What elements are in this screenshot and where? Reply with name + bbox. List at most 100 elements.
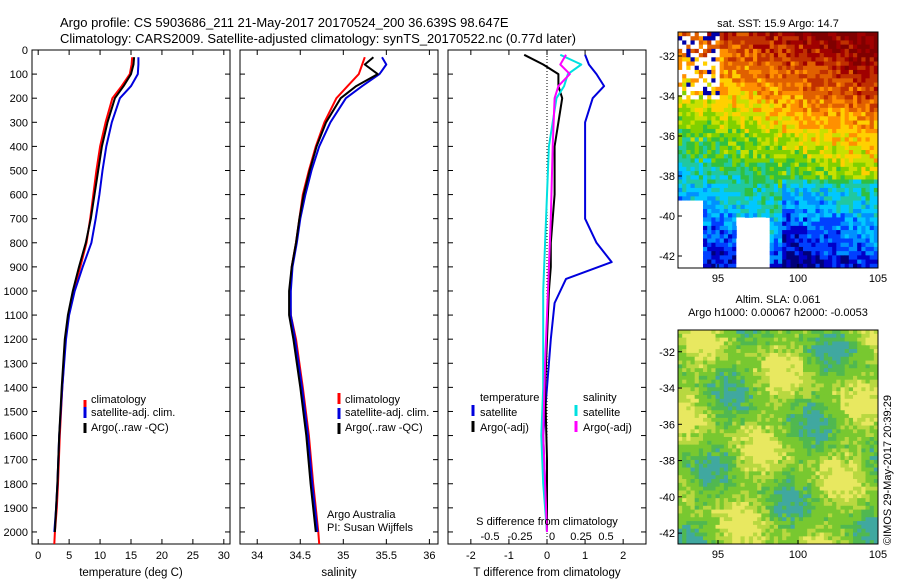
map-cell <box>819 116 825 121</box>
map-cell <box>682 345 687 350</box>
map-cell <box>715 482 721 488</box>
map-cell <box>786 133 791 138</box>
map-cell <box>765 429 771 434</box>
map-cell <box>832 333 837 339</box>
map-cell <box>773 394 779 400</box>
map-cell <box>836 356 841 361</box>
map-cell <box>840 425 846 430</box>
map-cell <box>873 95 879 100</box>
map-cell <box>698 251 704 256</box>
map-cell <box>840 452 846 457</box>
map-cell <box>703 32 708 37</box>
map-cell <box>857 440 862 446</box>
map-cell <box>853 213 858 218</box>
map-cell <box>794 116 800 121</box>
map-cell <box>686 414 691 419</box>
map-cell <box>861 91 866 96</box>
map-cell <box>694 486 700 491</box>
map-cell <box>715 333 721 339</box>
map-cell <box>807 387 812 392</box>
map-cell <box>794 221 800 227</box>
map-cell <box>857 40 862 46</box>
map-cell <box>757 99 762 105</box>
map-cell <box>744 356 750 361</box>
map-cell <box>765 91 771 96</box>
map-cell <box>719 133 725 138</box>
map-cell <box>686 333 691 339</box>
map-cell <box>803 162 808 168</box>
map-cell <box>794 471 800 476</box>
map-cell <box>728 383 733 388</box>
series-salinity-argo-adj- <box>542 54 571 533</box>
map-cell <box>703 112 708 117</box>
map-cell <box>698 107 704 113</box>
map-cell <box>723 463 729 468</box>
map-cell <box>836 230 841 235</box>
map-cell <box>869 213 875 218</box>
map-cell <box>861 141 866 147</box>
map-cell <box>861 234 866 239</box>
map-cell <box>794 375 800 381</box>
map-cell <box>728 209 733 214</box>
map-cell <box>832 234 837 239</box>
map-cell <box>828 112 833 117</box>
map-cell <box>698 471 704 476</box>
map-cell <box>757 221 762 227</box>
map-cell <box>844 86 850 92</box>
map-cell <box>873 141 879 147</box>
map-cell <box>803 99 808 105</box>
map-cell <box>765 368 771 373</box>
map-cell <box>786 417 791 423</box>
map-cell <box>740 196 746 201</box>
map-cell <box>694 120 700 126</box>
map-cell <box>690 107 696 113</box>
map-cell <box>694 99 700 105</box>
map-cell <box>703 36 708 41</box>
map-cell <box>769 352 775 358</box>
map-cell <box>686 417 691 423</box>
map-cell <box>873 213 879 218</box>
map-cell <box>823 383 829 388</box>
map-cell <box>740 183 746 189</box>
map-cell <box>719 352 725 358</box>
map-cell <box>844 429 850 434</box>
map-cell <box>773 187 779 193</box>
map-cell <box>857 112 862 117</box>
map-cell <box>757 337 762 342</box>
map-cell <box>798 486 804 491</box>
map-cell <box>682 463 687 468</box>
map-cell <box>798 103 804 109</box>
map-cell <box>857 429 862 434</box>
map-cell <box>844 217 850 223</box>
map-cell <box>719 345 725 350</box>
map-cell <box>807 69 812 75</box>
map-cell <box>703 414 708 419</box>
map-cell <box>848 341 854 346</box>
map-cell <box>736 337 741 342</box>
map-cell <box>711 230 716 235</box>
map-cell <box>782 221 787 227</box>
map-cell <box>853 234 858 239</box>
map-cell <box>778 429 783 434</box>
map-cell <box>853 187 858 193</box>
map-cell <box>869 337 875 342</box>
map-cell <box>719 414 725 419</box>
map-cell <box>790 44 796 50</box>
map-cell <box>740 175 746 180</box>
map-cell <box>798 433 804 438</box>
map-cell <box>815 425 821 430</box>
map-cell <box>873 394 879 400</box>
map-cell <box>773 368 779 373</box>
map-cell <box>832 171 837 176</box>
map-cell <box>723 330 729 335</box>
map-cell <box>740 330 746 335</box>
map-cell <box>744 486 750 491</box>
map-cell <box>811 414 816 419</box>
map-cell <box>807 78 812 83</box>
map-cell <box>811 490 816 495</box>
map-cell <box>828 444 833 449</box>
map-cell <box>794 372 800 377</box>
map-cell <box>715 209 721 214</box>
y-tick-label: 100 <box>10 69 28 81</box>
map-cell <box>794 463 800 468</box>
